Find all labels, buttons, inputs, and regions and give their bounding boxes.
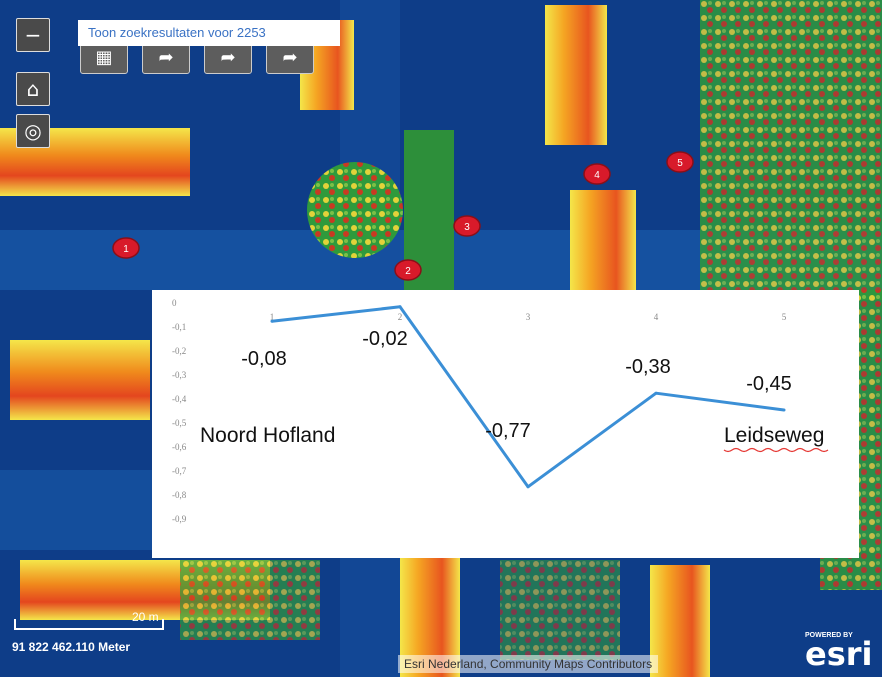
y-tick-label: -0,7	[172, 466, 187, 476]
esri-wordmark: esri	[805, 635, 873, 673]
chart-panel: 0 -0,1 -0,2 -0,3 -0,4 -0,5 -0,6 -0,7 -0,8 -0,9 1 2 3…	[152, 290, 859, 558]
map-marker-4[interactable]: 4	[583, 163, 611, 185]
scale-bar	[14, 619, 164, 630]
locate-button[interactable]: ◎	[16, 114, 50, 148]
map-marker-5[interactable]: 5	[666, 151, 694, 173]
zoom-out-button[interactable]: −	[16, 18, 50, 52]
map-marker-2[interactable]: 2	[394, 259, 422, 281]
share-icon: ➦	[282, 46, 298, 68]
x-tick-label: 1	[270, 312, 275, 322]
marker-label: 2	[405, 266, 411, 277]
marker-label: 5	[677, 158, 683, 169]
y-tick-label: -0,8	[172, 490, 187, 500]
series-line	[271, 305, 785, 489]
search-results-banner[interactable]: Toon zoekresultaten voor 2253	[78, 20, 340, 46]
map-marker-1[interactable]: 1	[112, 237, 140, 259]
home-button[interactable]: ⌂	[16, 72, 50, 106]
esri-powered-by: POWERED BY	[805, 632, 853, 639]
data-point	[398, 305, 402, 309]
data-point	[270, 319, 274, 323]
data-label: -0,02	[362, 328, 408, 350]
attribution-text[interactable]: Esri Nederland, Community Maps Contribut…	[398, 655, 659, 673]
data-label: -0,77	[485, 420, 531, 442]
x-tick-label: 3	[526, 312, 531, 322]
data-label: -0,08	[241, 348, 287, 370]
data-point	[526, 485, 530, 489]
x-tick-label: 2	[398, 312, 403, 322]
data-label: -0,45	[746, 373, 792, 395]
line-chart: 0 -0,1 -0,2 -0,3 -0,4 -0,5 -0,6 -0,7 -0,8 -0,9 1 2 3…	[172, 298, 829, 524]
marker-label: 3	[464, 222, 470, 233]
marker-label: 4	[594, 170, 600, 181]
data-label: -0,38	[625, 356, 671, 378]
y-tick-label: -0,3	[172, 370, 187, 380]
share-icon: ➦	[220, 46, 236, 68]
y-tick-label: -0,2	[172, 346, 186, 356]
map-marker-3[interactable]: 3	[453, 215, 481, 237]
annotation-leidseweg: Leidseweg	[724, 424, 824, 447]
locate-icon: ◎	[24, 119, 42, 143]
data-point	[782, 408, 786, 412]
marker-label: 1	[123, 244, 129, 255]
share-icon: ➦	[158, 46, 174, 68]
home-icon: ⌂	[26, 77, 40, 101]
y-tick-label: -0,1	[172, 322, 186, 332]
y-tick-label: -0,6	[172, 442, 187, 452]
y-tick-label: 0	[172, 298, 177, 308]
annotation-noord-hofland: Noord Hofland	[200, 424, 335, 447]
scale-label: 20 m	[132, 610, 159, 624]
layers-icon: ▦	[95, 46, 113, 68]
x-tick-label: 4	[654, 312, 659, 322]
y-tick-label: -0,5	[172, 418, 187, 428]
spellcheck-underline	[723, 447, 829, 453]
data-point	[654, 391, 658, 395]
x-tick-label: 5	[782, 312, 787, 322]
y-tick-label: -0,4	[172, 394, 187, 404]
y-tick-label: -0,9	[172, 514, 187, 524]
coordinates-readout: 91 822 462.110 Meter	[12, 640, 131, 654]
esri-logo[interactable]: POWERED BY esri	[805, 632, 873, 670]
